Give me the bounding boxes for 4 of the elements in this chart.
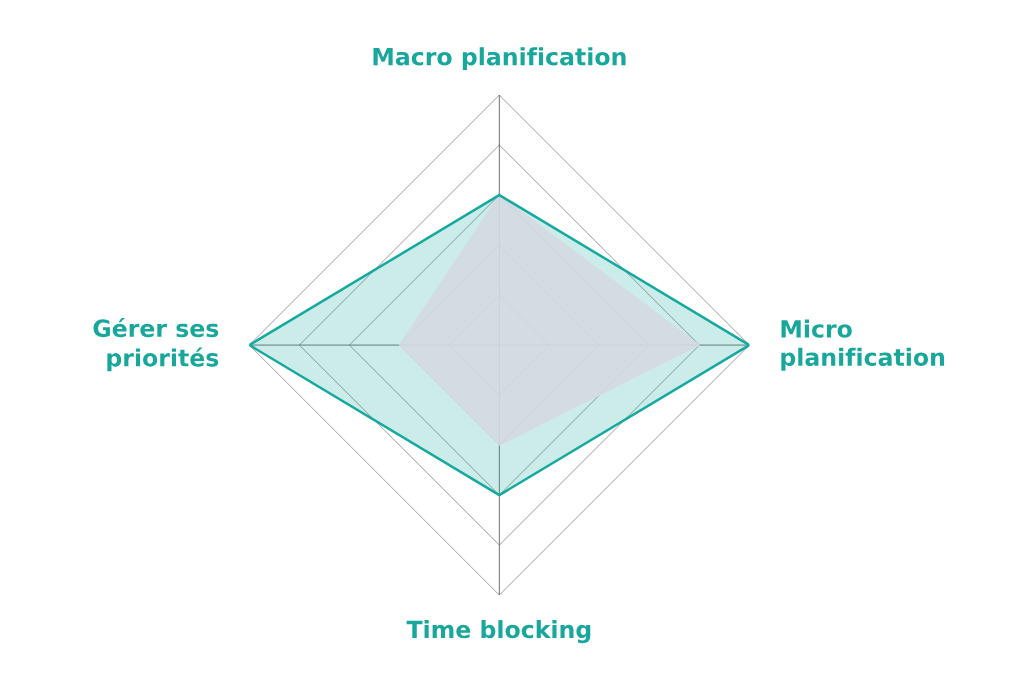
spoke-label: Gérer ses priorités [93,317,219,372]
spoke-label: Time blocking [406,620,591,644]
spoke-label: Macro planification [373,47,626,71]
spoke-label: Micro planification [781,319,945,371]
